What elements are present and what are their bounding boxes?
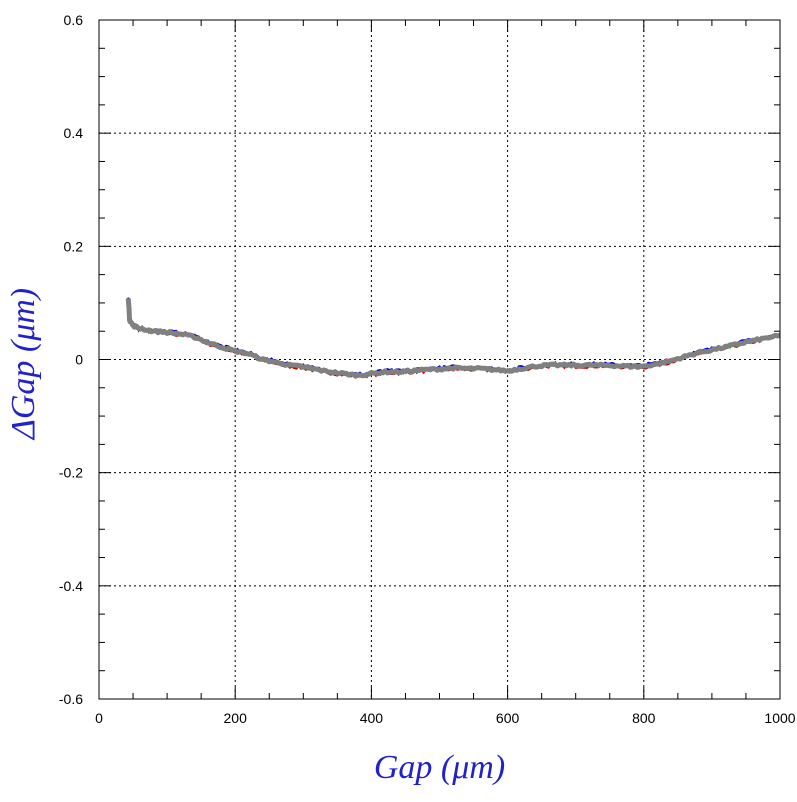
series-line <box>127 297 781 376</box>
series-line <box>127 297 781 378</box>
grid <box>99 20 780 699</box>
x-tick-label: 600 <box>496 710 520 726</box>
y-tick-label: -0.2 <box>59 465 83 481</box>
y-tick-label: 0.4 <box>64 125 84 141</box>
ticks <box>98 19 781 700</box>
x-tick-label: 200 <box>224 710 248 726</box>
x-tick-label: 1000 <box>764 710 795 726</box>
x-tick-label: 0 <box>95 710 103 726</box>
y-tick-label: -0.4 <box>59 578 83 594</box>
x-tick-label: 400 <box>360 710 384 726</box>
y-tick-label: 0.2 <box>64 238 84 254</box>
y-tick-label: -0.6 <box>59 691 83 707</box>
x-tick-label: 800 <box>632 710 656 726</box>
y-tick-label: 0.6 <box>64 12 84 28</box>
series-layer <box>125 297 781 379</box>
y-axis-label: ΔGap (μm) <box>5 288 42 441</box>
series-line <box>125 298 781 379</box>
x-axis-label: Gap (μm) <box>374 749 505 786</box>
y-tick-label: 0 <box>75 352 83 368</box>
tick-labels: 0 200 400 600 800 1000 -0.6 -0.4 -0.2 0 0.2 0.4 0.6 <box>59 12 796 726</box>
